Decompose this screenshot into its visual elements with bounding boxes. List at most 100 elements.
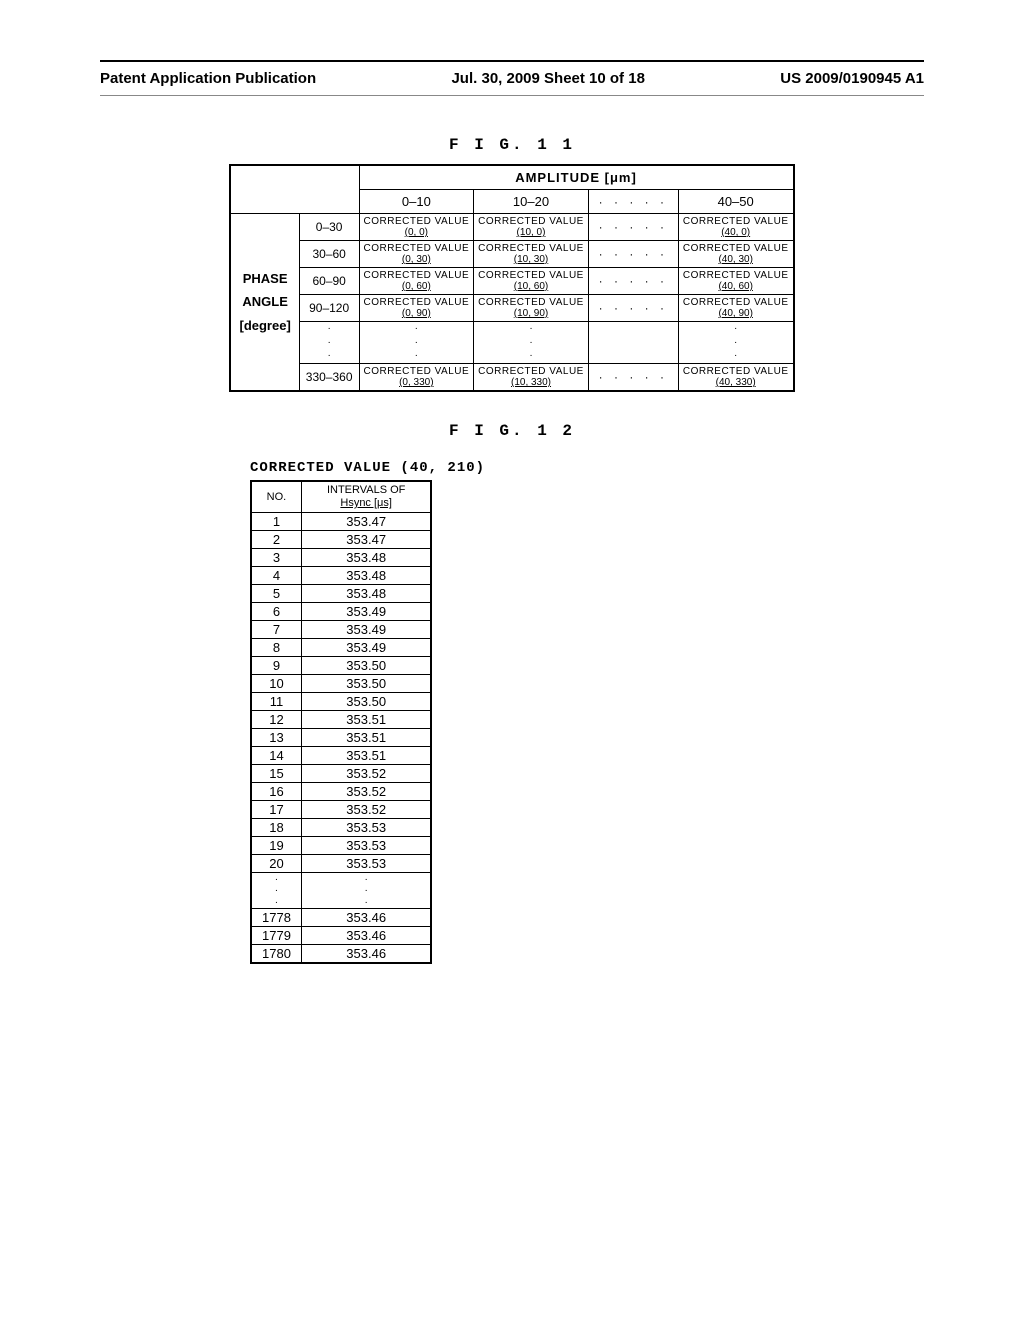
row-val: 353.46 — [301, 927, 431, 945]
fig12-col-intervals: INTERVALS OF Hsync [μs] — [301, 481, 431, 513]
phase-angle-label: PHASE ANGLE [degree] — [230, 214, 299, 392]
cell-2-3: CORRECTED VALUE(40, 60) — [678, 268, 793, 295]
degree-text: [degree] — [239, 314, 290, 337]
row-val: 353.48 — [301, 585, 431, 603]
row-val: 353.46 — [301, 945, 431, 964]
row-no: 1779 — [251, 927, 301, 945]
table-row: 1780353.46 — [251, 945, 431, 964]
row-no: 5 — [251, 585, 301, 603]
row-no: 14 — [251, 747, 301, 765]
row-no: 16 — [251, 783, 301, 801]
row-val: 353.49 — [301, 603, 431, 621]
row-val: 353.53 — [301, 819, 431, 837]
table-row: 10353.50 — [251, 675, 431, 693]
cell-3-3: CORRECTED VALUE(40, 90) — [678, 295, 793, 322]
table-row: 16353.52 — [251, 783, 431, 801]
fig12-title: CORRECTED VALUE (40, 210) — [250, 460, 924, 476]
row-no: 2 — [251, 531, 301, 549]
row-val: 353.47 — [301, 531, 431, 549]
row-val: 353.52 — [301, 765, 431, 783]
row-val: 353.50 — [301, 657, 431, 675]
row-val: 353.48 — [301, 549, 431, 567]
row-no: 10 — [251, 675, 301, 693]
cell-last-3: CORRECTED VALUE(40, 330) — [678, 364, 793, 392]
row-no: 4 — [251, 567, 301, 585]
cell-0-0: CORRECTED VALUE(0, 0) — [359, 214, 474, 241]
row-no: 18 — [251, 819, 301, 837]
row-no: 7 — [251, 621, 301, 639]
table-row: 3353.48 — [251, 549, 431, 567]
fig12-wrap: CORRECTED VALUE (40, 210) NO. INTERVALS … — [100, 460, 924, 964]
table-row: 14353.51 — [251, 747, 431, 765]
row-no: 12 — [251, 711, 301, 729]
col-range-1: 10–20 — [474, 190, 589, 214]
row-val: 353.47 — [301, 513, 431, 531]
patent-page: Patent Application Publication Jul. 30, … — [0, 0, 1024, 1004]
row-range-last: 330–360 — [299, 364, 359, 392]
table-row: 19353.53 — [251, 837, 431, 855]
col-range-dots: · · · · · — [588, 190, 678, 214]
row-val: 353.49 — [301, 639, 431, 657]
amplitude-header: AMPLITUDE [μm] — [359, 165, 794, 190]
row-val: 353.51 — [301, 747, 431, 765]
row-no: 13 — [251, 729, 301, 747]
row-val: 353.49 — [301, 621, 431, 639]
row-range-2: 60–90 — [299, 268, 359, 295]
row-val: 353.53 — [301, 837, 431, 855]
row-range-3: 90–120 — [299, 295, 359, 322]
col-range-3: 40–50 — [678, 190, 793, 214]
fig12-col-no: NO. — [251, 481, 301, 513]
phase-text: PHASE — [239, 267, 290, 290]
cell-3-0: CORRECTED VALUE(0, 90) — [359, 295, 474, 322]
cell-last-0: CORRECTED VALUE(0, 330) — [359, 364, 474, 392]
row-val: 353.48 — [301, 567, 431, 585]
cell-1-dots: · · · · · — [588, 241, 678, 268]
page-header: Patent Application Publication Jul. 30, … — [100, 70, 924, 96]
row-val: 353.52 — [301, 783, 431, 801]
row-no: 17 — [251, 801, 301, 819]
table-row: 15353.52 — [251, 765, 431, 783]
fig12-label: F I G. 1 2 — [100, 422, 924, 440]
angle-text: ANGLE — [239, 290, 290, 313]
row-no: 15 — [251, 765, 301, 783]
col2-line2: Hsync [μs] — [312, 497, 421, 510]
vdot-row: ·· — [251, 873, 431, 885]
table-row: 13353.51 — [251, 729, 431, 747]
table-row: 4353.48 — [251, 567, 431, 585]
col2-line1: INTERVALS OF — [312, 484, 421, 497]
row-val: 353.51 — [301, 711, 431, 729]
row-no: 20 — [251, 855, 301, 873]
row-val: 353.50 — [301, 693, 431, 711]
row-range-0: 0–30 — [299, 214, 359, 241]
vdot-row: ·· — [251, 885, 431, 897]
cell-3-dots: · · · · · — [588, 295, 678, 322]
fig12-body: 1353.472353.473353.484353.485353.486353.… — [251, 513, 431, 964]
table-row: 1779353.46 — [251, 927, 431, 945]
row-no: 6 — [251, 603, 301, 621]
row-val: 353.50 — [301, 675, 431, 693]
cell-2-1: CORRECTED VALUE(10, 60) — [474, 268, 589, 295]
row-val: 353.51 — [301, 729, 431, 747]
fig11-table: AMPLITUDE [μm] 0–10 10–20 · · · · · 40–5… — [229, 164, 794, 392]
fig11-table-wrap: AMPLITUDE [μm] 0–10 10–20 · · · · · 40–5… — [100, 164, 924, 392]
cell-last-1: CORRECTED VALUE(10, 330) — [474, 364, 589, 392]
table-row: 20353.53 — [251, 855, 431, 873]
cell-last-dots: · · · · · — [588, 364, 678, 392]
header-right: US 2009/0190945 A1 — [780, 70, 924, 87]
header-center: Jul. 30, 2009 Sheet 10 of 18 — [451, 70, 644, 87]
header-left: Patent Application Publication — [100, 70, 316, 87]
table-row: 9353.50 — [251, 657, 431, 675]
table-row: 12353.51 — [251, 711, 431, 729]
fig12-table: NO. INTERVALS OF Hsync [μs] 1353.472353.… — [250, 480, 432, 964]
row-no: 1780 — [251, 945, 301, 964]
vdot-row: ·· — [251, 897, 431, 909]
cell-3-1: CORRECTED VALUE(10, 90) — [474, 295, 589, 322]
cell-0-1: CORRECTED VALUE(10, 0) — [474, 214, 589, 241]
row-no: 1778 — [251, 909, 301, 927]
table-row: 7353.49 — [251, 621, 431, 639]
header-rule — [100, 60, 924, 62]
cell-1-3: CORRECTED VALUE(40, 30) — [678, 241, 793, 268]
cell-0-dots: · · · · · — [588, 214, 678, 241]
cell-1-0: CORRECTED VALUE(0, 30) — [359, 241, 474, 268]
table-row: 8353.49 — [251, 639, 431, 657]
